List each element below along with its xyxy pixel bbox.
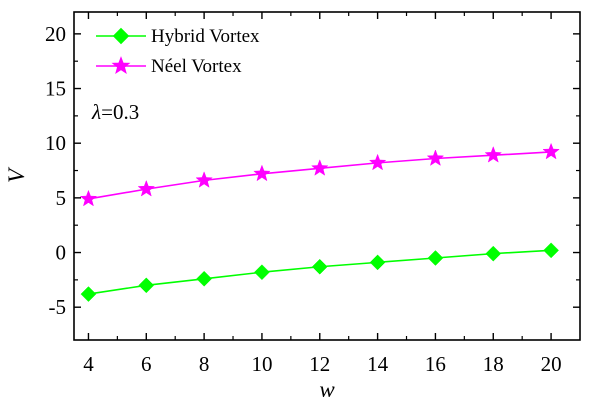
lambda-symbol: λ xyxy=(91,100,101,124)
x-tick-label: 16 xyxy=(425,352,446,376)
data-point-1 xyxy=(542,142,560,160)
legend-marker-neel xyxy=(111,56,131,75)
lambda-annotation: λ=0.3 xyxy=(91,100,139,124)
data-point-1 xyxy=(195,171,213,188)
data-point-0 xyxy=(543,242,559,259)
x-tick-label: 4 xyxy=(83,352,94,376)
series-line-1 xyxy=(88,151,552,200)
series-layer xyxy=(79,142,560,302)
lambda-value: =0.3 xyxy=(101,100,139,124)
y-tick-label: 15 xyxy=(45,77,66,101)
data-point-1 xyxy=(368,153,387,171)
data-point-1 xyxy=(79,189,98,207)
data-point-1 xyxy=(311,159,329,176)
data-point-1 xyxy=(137,179,156,197)
x-tick-label: 20 xyxy=(541,352,562,376)
x-tick-label: 18 xyxy=(483,352,504,376)
legend-marker-hybrid xyxy=(112,27,130,45)
x-tick-label: 10 xyxy=(251,352,272,376)
x-tick-label: 14 xyxy=(367,352,389,376)
plot-frame xyxy=(73,11,581,341)
data-point-1 xyxy=(484,146,503,163)
x-tick-label: 8 xyxy=(199,352,210,376)
y-tick-label: 0 xyxy=(56,241,67,265)
x-tick-label: 6 xyxy=(141,352,152,376)
x-axis-label: w xyxy=(319,377,335,402)
y-tick-label: -5 xyxy=(49,295,67,319)
x-tick-label: 12 xyxy=(309,352,330,376)
y-tick-label: 5 xyxy=(56,186,67,210)
data-point-0 xyxy=(311,258,328,275)
data-point-0 xyxy=(485,245,502,262)
data-point-0 xyxy=(369,254,386,271)
axes: 4 6 8 10 12 14 16 18 20 -5 0 5 10 15 20 xyxy=(45,12,580,376)
data-point-0 xyxy=(427,250,444,266)
data-point-0 xyxy=(254,264,270,281)
data-point-0 xyxy=(138,277,155,294)
data-point-1 xyxy=(253,164,271,182)
y-tick-label: 10 xyxy=(45,131,66,155)
data-point-0 xyxy=(196,270,212,287)
y-tick-label: 20 xyxy=(45,22,66,46)
y-axis-label: V xyxy=(4,166,29,183)
legend-label-neel: Néel Vortex xyxy=(151,56,242,77)
legend: Hybrid Vortex Néel Vortex xyxy=(96,26,260,77)
data-point-0 xyxy=(80,286,97,302)
legend-label-hybrid: Hybrid Vortex xyxy=(151,26,260,47)
data-point-1 xyxy=(426,149,445,166)
